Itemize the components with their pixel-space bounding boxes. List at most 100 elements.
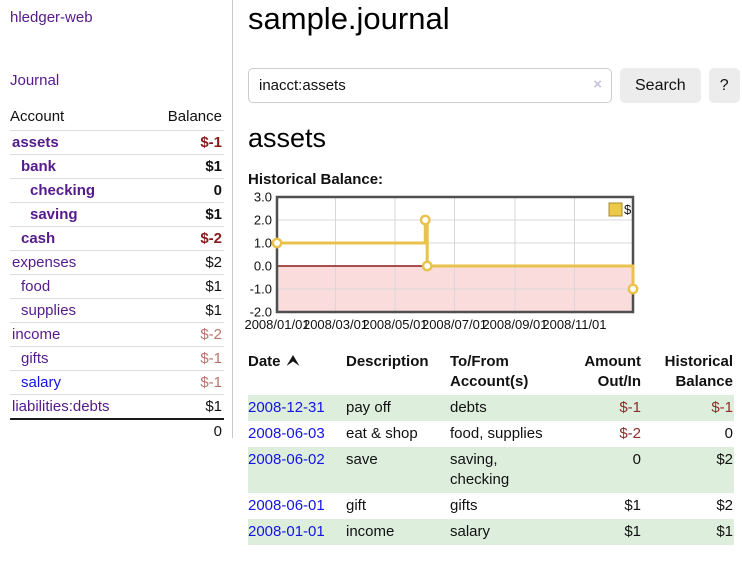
account-link-cash[interactable]: cash bbox=[21, 230, 56, 247]
y-axis-tick: -2.0 bbox=[250, 305, 272, 320]
y-axis-tick: 0.0 bbox=[254, 259, 272, 274]
search-button[interactable]: Search bbox=[620, 68, 701, 103]
transaction-description: income bbox=[346, 523, 395, 540]
accounts-table: Account Balance assets $-1 bank $1 checking 0… bbox=[10, 105, 224, 443]
transaction-accounts: saving, checking bbox=[450, 451, 510, 488]
transaction-balance: $-1 bbox=[711, 399, 733, 416]
help-button[interactable]: ? bbox=[708, 68, 740, 103]
transaction-date-link[interactable]: 2008-06-03 bbox=[248, 425, 325, 442]
account-balance: $1 bbox=[146, 394, 224, 419]
x-axis-tick: 2008/01/01 bbox=[244, 317, 309, 332]
nav-journal-link[interactable]: Journal bbox=[10, 72, 60, 89]
account-link-gifts[interactable]: gifts bbox=[21, 350, 49, 367]
accounts-total-row: 0 bbox=[10, 418, 224, 443]
account-link-supplies[interactable]: supplies bbox=[21, 302, 77, 319]
account-row: saving $1 bbox=[10, 202, 224, 227]
register-row: 2008-06-03 eat & shop food, supplies $-2 0 bbox=[248, 421, 734, 447]
transaction-balance: 0 bbox=[724, 425, 733, 442]
account-balance: $-2 bbox=[146, 322, 224, 347]
account-link-liabilities-debts[interactable]: liabilities:debts bbox=[12, 398, 110, 415]
clear-icon[interactable]: × bbox=[593, 76, 602, 93]
account-link-bank[interactable]: bank bbox=[21, 158, 57, 175]
search-row: × Search ? bbox=[248, 68, 742, 103]
main-content: sample.journal × Search ? assets Histori… bbox=[233, 0, 742, 545]
search-box: × bbox=[248, 68, 612, 103]
account-link-food[interactable]: food bbox=[21, 278, 51, 295]
register-header-tofrom: To/From Account(s) bbox=[450, 353, 529, 390]
chart-svg: $3.0 2.0 1.0 0.0 -1.0 -2.02008/01/012008/03/0… bbox=[244, 190, 639, 332]
data-point-marker bbox=[421, 260, 433, 272]
chart-label: Historical Balance: bbox=[248, 171, 384, 188]
transaction-date-link[interactable]: 2008-06-02 bbox=[248, 451, 325, 468]
account-row: gifts $-1 bbox=[10, 346, 224, 371]
y-axis-tick: 1.0 bbox=[254, 236, 272, 251]
register-header-amount: Amount Out/In bbox=[584, 353, 641, 390]
account-link-assets[interactable]: assets bbox=[12, 134, 59, 151]
account-row: salary $-1 bbox=[10, 370, 224, 395]
register-row: 2008-01-01 income salary $1 $1 bbox=[248, 519, 734, 545]
account-row: expenses $2 bbox=[10, 250, 224, 275]
transaction-accounts: gifts bbox=[450, 497, 478, 514]
account-link-income[interactable]: income bbox=[12, 326, 61, 343]
accounts-header-row: Account Balance bbox=[10, 105, 224, 131]
transaction-accounts: salary bbox=[450, 523, 491, 540]
account-balance: $-2 bbox=[146, 226, 224, 251]
transaction-amount: $-1 bbox=[619, 399, 641, 416]
transaction-description: pay off bbox=[346, 399, 391, 416]
transaction-balance: $2 bbox=[716, 451, 733, 468]
sort-asc-icon[interactable] bbox=[286, 355, 300, 366]
register-row: 2008-06-01 gift gifts $1 $2 bbox=[248, 493, 734, 519]
transaction-description: save bbox=[346, 451, 378, 468]
accounts-header-account: Account bbox=[10, 108, 65, 125]
account-balance: $1 bbox=[146, 274, 224, 299]
account-link-checking[interactable]: checking bbox=[30, 182, 96, 199]
transaction-date-link[interactable]: 2008-01-01 bbox=[248, 523, 325, 540]
register-row: 2008-06-02 save saving, checking 0 $2 bbox=[248, 447, 734, 493]
account-row: assets $-1 bbox=[10, 130, 224, 155]
register-header-row: Date Description To/From Account(s) Amount Ou… bbox=[248, 351, 734, 395]
transaction-amount: 0 bbox=[632, 451, 641, 468]
account-row: checking 0 bbox=[10, 178, 224, 203]
y-axis-tick: 2.0 bbox=[254, 213, 272, 228]
data-point-marker bbox=[271, 237, 283, 249]
transaction-date-link[interactable]: 2008-12-31 bbox=[248, 399, 325, 416]
page-title: sample.journal bbox=[248, 1, 450, 36]
account-row: cash $-2 bbox=[10, 226, 224, 251]
transaction-balance: $1 bbox=[716, 523, 733, 540]
x-axis-tick: 2008/09/01 bbox=[482, 317, 547, 332]
transaction-description: eat & shop bbox=[346, 425, 418, 442]
account-balance: $-1 bbox=[146, 370, 224, 395]
x-axis-tick: 2008/11/01 bbox=[542, 317, 606, 332]
register-header-historical: Historical Balance bbox=[664, 353, 733, 390]
account-link-expenses[interactable]: expenses bbox=[12, 254, 77, 271]
legend-label: $ bbox=[624, 202, 632, 217]
account-balance: $2 bbox=[146, 250, 224, 275]
account-balance: $1 bbox=[146, 202, 224, 227]
account-balance: $1 bbox=[146, 154, 224, 179]
transaction-amount: $1 bbox=[624, 497, 641, 514]
account-title: assets bbox=[248, 123, 327, 153]
account-link-saving[interactable]: saving bbox=[30, 206, 78, 223]
register-header-date: Date bbox=[248, 351, 346, 395]
legend-swatch bbox=[608, 202, 623, 217]
transaction-amount: $1 bbox=[624, 523, 641, 540]
register-row: 2008-12-31 pay off debts $-1 $-1 bbox=[248, 395, 734, 421]
y-axis-tick: 3.0 bbox=[254, 190, 272, 205]
account-balance: $1 bbox=[146, 298, 224, 323]
accounts-header-balance: Balance bbox=[167, 108, 222, 125]
account-row: liabilities:debts $1 bbox=[10, 394, 224, 419]
data-point-marker bbox=[627, 283, 639, 295]
account-balance: 0 bbox=[146, 178, 224, 203]
account-balance: $-1 bbox=[146, 130, 224, 155]
transaction-amount: $-2 bbox=[619, 425, 641, 442]
register-header-description: Description bbox=[346, 353, 429, 370]
account-link-salary[interactable]: salary bbox=[21, 374, 62, 391]
account-row: income $-2 bbox=[10, 322, 224, 347]
transaction-accounts: food, supplies bbox=[450, 425, 543, 442]
brand-link[interactable]: hledger-web bbox=[10, 9, 93, 26]
search-input[interactable] bbox=[248, 68, 612, 103]
account-row: supplies $1 bbox=[10, 298, 224, 323]
transaction-date-link[interactable]: 2008-06-01 bbox=[248, 497, 325, 514]
data-point-marker bbox=[419, 214, 431, 226]
y-axis-tick: -1.0 bbox=[250, 282, 272, 297]
